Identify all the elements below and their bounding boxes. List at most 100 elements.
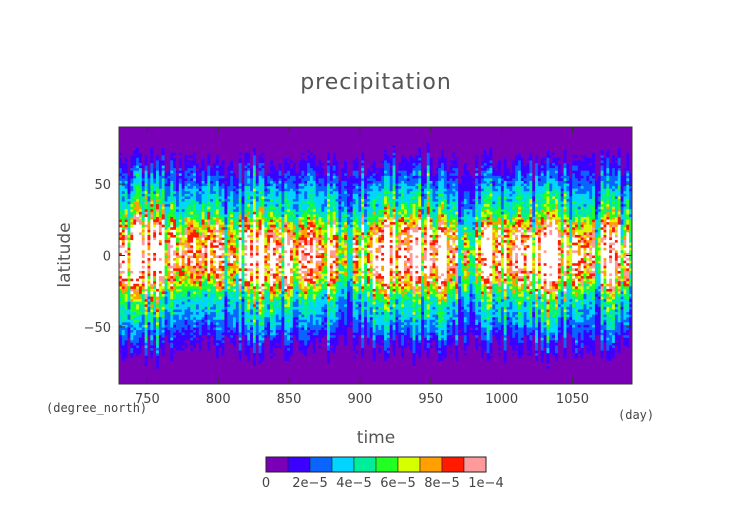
field-cell <box>138 170 143 174</box>
field-cell <box>178 211 183 215</box>
field-cell <box>213 296 217 300</box>
field-cell <box>130 160 134 164</box>
field-cell <box>181 152 185 156</box>
field-cell <box>170 132 174 136</box>
field-cell <box>213 353 217 357</box>
field-cell <box>158 319 163 323</box>
field-cell <box>161 152 165 156</box>
field-cell <box>141 319 146 323</box>
field-cell <box>221 196 225 200</box>
field-cell <box>215 247 220 251</box>
field-cell <box>224 304 228 308</box>
field-cell <box>250 342 254 346</box>
field-cell <box>173 214 177 218</box>
field-cell <box>221 258 225 262</box>
field-cell <box>247 319 251 323</box>
field-cell <box>215 360 220 364</box>
field-cell <box>215 288 220 292</box>
field-cell <box>127 245 131 249</box>
field-cell <box>130 265 134 269</box>
field-cell <box>204 283 208 287</box>
field-cell <box>184 240 188 244</box>
field-cell <box>130 168 134 172</box>
field-cell <box>215 381 220 385</box>
field-cell <box>252 327 257 331</box>
field-cell <box>235 381 240 385</box>
field-cell <box>176 360 180 364</box>
field-cell <box>136 355 140 359</box>
field-cell <box>147 340 151 344</box>
field-cell <box>213 327 217 331</box>
field-cell <box>190 183 194 187</box>
field-cell <box>170 127 174 130</box>
field-cell <box>213 144 217 148</box>
field-cell <box>241 268 245 272</box>
field-cell <box>247 378 251 382</box>
field-cell <box>144 268 148 272</box>
field-cell <box>130 162 134 166</box>
field-cell <box>244 222 248 226</box>
field-cell <box>147 360 151 364</box>
field-cell <box>190 288 194 292</box>
field-cell <box>252 263 257 267</box>
field-cell <box>255 152 260 156</box>
field-cell <box>170 198 174 202</box>
field-cell <box>250 366 254 369</box>
field-cell <box>195 301 200 305</box>
field-cell <box>241 319 245 323</box>
field-cell <box>252 127 257 130</box>
field-cell <box>221 227 225 231</box>
field-cell <box>161 301 165 305</box>
field-cell <box>201 288 205 292</box>
field-cell <box>241 178 245 182</box>
field-cell <box>184 258 188 262</box>
field-cell <box>207 265 211 269</box>
field-cell <box>213 255 217 259</box>
field-cell <box>181 332 185 336</box>
field-cell <box>207 206 211 210</box>
field-cell <box>121 224 126 228</box>
field-cell <box>144 332 148 336</box>
field-cell <box>215 353 220 357</box>
field-cell <box>198 129 203 133</box>
field-cell <box>198 353 203 357</box>
field-cell <box>170 232 174 236</box>
field-cell <box>164 160 168 164</box>
field-cell <box>181 160 185 164</box>
field-cell <box>164 353 168 357</box>
field-cell <box>244 327 248 331</box>
field-cell <box>221 132 225 136</box>
field-cell <box>141 180 146 184</box>
field-cell <box>119 330 123 333</box>
field-cell <box>181 127 185 130</box>
field-cell <box>233 322 237 326</box>
field-cell <box>213 242 217 246</box>
field-cell <box>173 237 177 241</box>
field-cell <box>136 258 140 262</box>
field-cell <box>144 198 148 202</box>
field-cell <box>250 245 254 249</box>
field-cell <box>176 188 180 192</box>
field-cell <box>201 330 205 333</box>
field-cell <box>133 322 137 326</box>
field-cell <box>255 355 260 359</box>
field-cell <box>138 296 143 300</box>
field-cell <box>255 337 260 341</box>
field-cell <box>164 162 168 166</box>
field-cell <box>238 211 242 215</box>
field-cell <box>147 358 151 362</box>
field-cell <box>150 211 154 215</box>
field-cell <box>181 173 185 177</box>
field-cell <box>218 216 222 220</box>
field-cell <box>141 216 146 220</box>
field-cell <box>161 206 165 210</box>
field-cell <box>153 276 157 280</box>
field-cell <box>173 276 177 280</box>
field-cell <box>204 363 208 367</box>
field-cell <box>218 180 222 184</box>
field-cell <box>133 260 137 264</box>
field-cell <box>201 276 205 280</box>
field-cell <box>187 216 191 220</box>
field-cell <box>121 188 126 192</box>
field-cell <box>138 255 143 259</box>
